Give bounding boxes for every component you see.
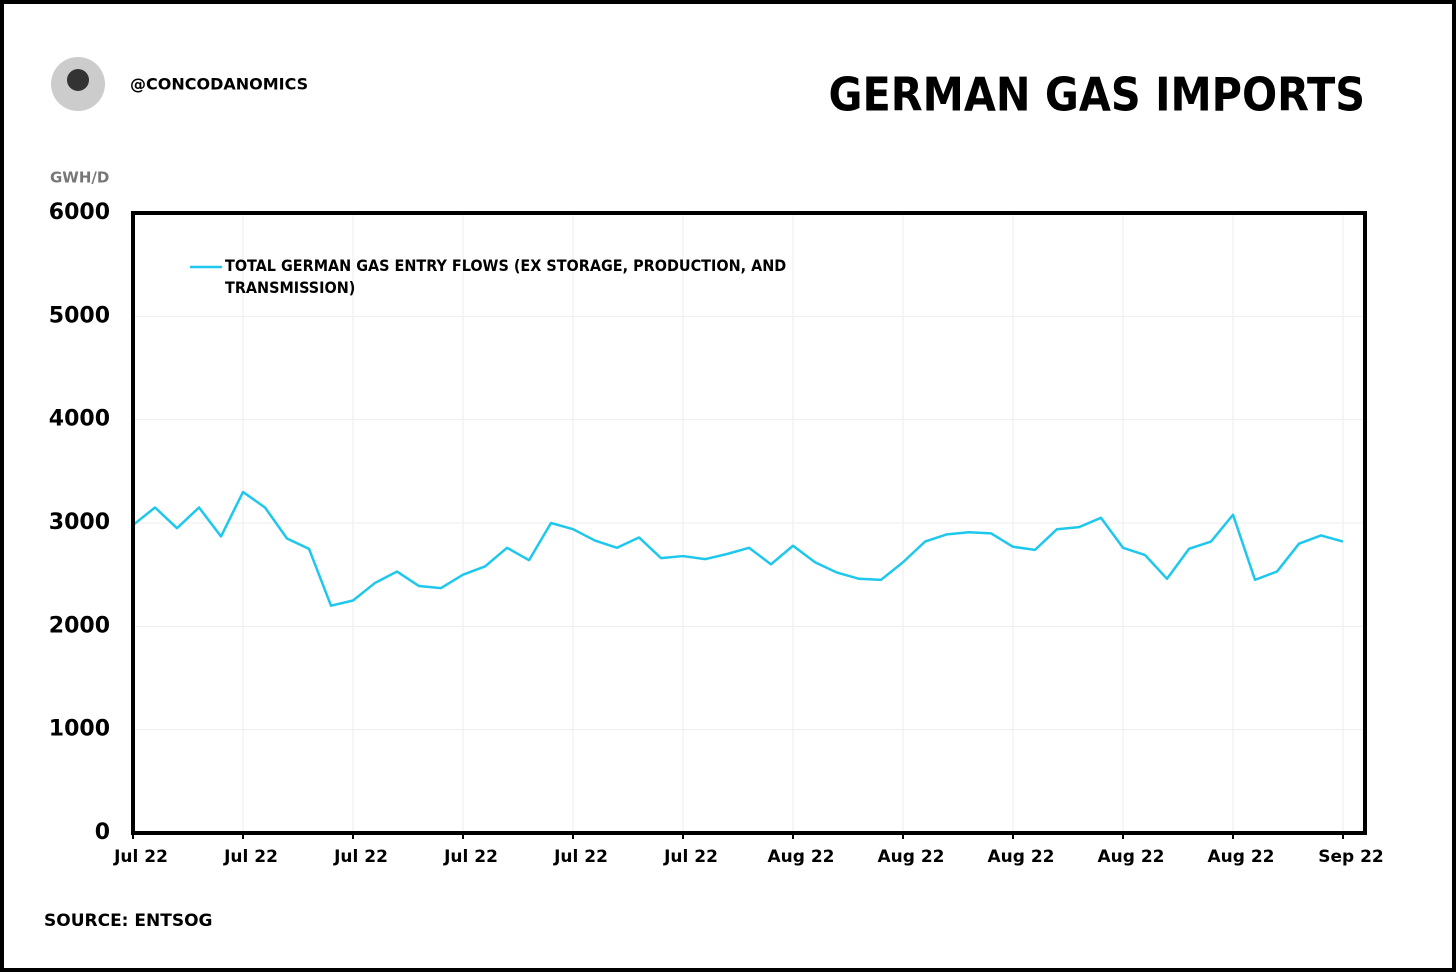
- y-tick-label: 5000: [49, 303, 110, 328]
- x-tick-label: Jul 22: [223, 847, 278, 867]
- legend-entry: TOTAL GERMAN GAS ENTRY FLOWS (EX STORAGE…: [225, 256, 787, 297]
- avatar-face: [67, 69, 89, 91]
- x-tick-label: Jul 22: [443, 847, 498, 867]
- x-tick-label: Aug 22: [767, 847, 834, 867]
- y-tick-label: 2000: [49, 613, 110, 638]
- y-axis-label: GWH/D: [50, 169, 109, 187]
- x-tick-label: Jul 22: [333, 847, 388, 867]
- x-tick-label: Jul 22: [553, 847, 608, 867]
- x-tick-label: Aug 22: [1207, 847, 1274, 867]
- y-tick-label: 1000: [49, 717, 110, 742]
- x-tick-label: Aug 22: [987, 847, 1054, 867]
- grid: [132, 212, 1365, 834]
- y-tick-label: 0: [95, 820, 110, 845]
- x-tick-label: Aug 22: [1097, 847, 1164, 867]
- handle: @CONCODANOMICS: [130, 75, 308, 94]
- y-tick-label: 6000: [49, 200, 110, 225]
- series-line: [132, 490, 1344, 607]
- x-tick-label: Jul 22: [113, 847, 168, 867]
- y-tick-label: 4000: [49, 407, 110, 432]
- legend-label: TOTAL GERMAN GAS ENTRY FLOWS (EX STORAGE…: [225, 256, 787, 297]
- x-tick-label: Jul 22: [663, 847, 718, 867]
- y-tick-label: 3000: [49, 510, 110, 535]
- x-tick-label: Aug 22: [877, 847, 944, 867]
- plot: [132, 490, 1344, 607]
- source: SOURCE: ENTSOG: [44, 911, 212, 931]
- x-tick-label: Sep 22: [1318, 847, 1384, 867]
- plot-border: [131, 211, 1367, 835]
- chart-title: GERMAN GAS IMPORTS: [829, 68, 1365, 122]
